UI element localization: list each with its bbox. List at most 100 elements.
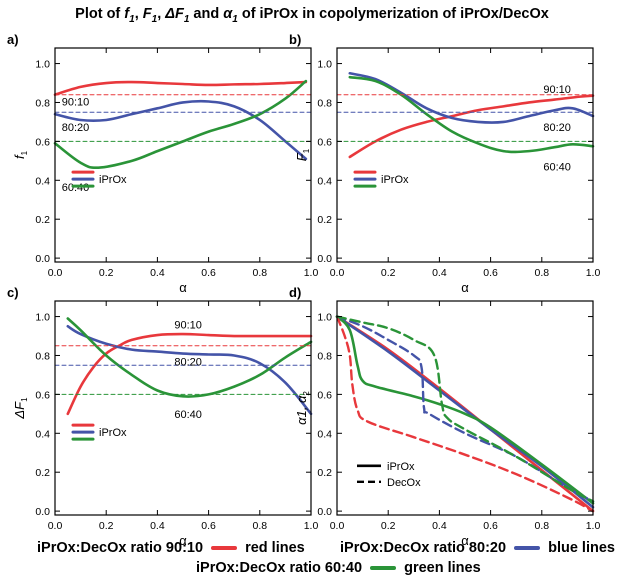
y-tick-label: 0.4 — [317, 175, 332, 187]
ratio-annotation: 90:10 — [174, 319, 202, 331]
x-axis-label: α — [179, 533, 187, 548]
ratio-annotation: 80:20 — [62, 122, 90, 134]
y-tick-label: 1.0 — [317, 312, 332, 324]
series-red-dashed-line — [335, 315, 595, 513]
x-tick-label: 0.0 — [48, 520, 63, 532]
title-suffix: of iPrOx in copolymerization of iPrOx/De… — [237, 6, 549, 22]
panel-4: 0.0 0.2 0.4 0.6 0.8 1.0 0.0 0.2 0.4 0.6 0.8 1.0 α α1,… — [289, 285, 600, 548]
y-axis-label: α1, α2 — [294, 391, 311, 425]
title-dF-sub: 1 — [183, 13, 190, 25]
series-red-solid-line — [66, 332, 313, 416]
plot-frame — [54, 47, 312, 263]
x-axis-label: α — [461, 280, 469, 295]
figure-title: Plot of f1, F1, ΔF1 and α1 of iPrOx in c… — [75, 6, 549, 25]
x-tick-label: 1.0 — [586, 520, 601, 532]
ratio-annotation: 60:40 — [174, 409, 202, 421]
x-tick-label: 0.6 — [201, 267, 216, 279]
ratio-annotation: 90:10 — [62, 97, 90, 109]
title-F: F — [142, 6, 152, 22]
legend-label: iPrOx — [381, 174, 409, 186]
legend-label: iPrOx — [99, 174, 127, 186]
x-tick-label: 1.0 — [304, 520, 319, 532]
panel-2: 0.0 0.2 0.4 0.6 0.8 1.0 0.0 0.2 0.4 0.6 0.8 1.0 α F1 b… — [289, 32, 600, 295]
y-tick-label: 0.4 — [317, 428, 332, 440]
y-axis-label: f1 — [12, 150, 29, 159]
x-tick-label: 0.8 — [252, 267, 267, 279]
x-tick-label: 0.6 — [483, 267, 498, 279]
title-prefix: Plot of — [75, 6, 125, 22]
plot-frame — [336, 47, 594, 263]
caption-green: iPrOx:DecOx ratio 60:40 green lines — [196, 560, 481, 576]
caption-green-suffix: green lines — [404, 560, 481, 576]
x-tick-label: 0.4 — [432, 520, 447, 532]
caption-blue-suffix: blue lines — [548, 540, 615, 556]
panel-label: a) — [7, 32, 19, 47]
series-red-solid-line — [348, 94, 595, 159]
panel-label: b) — [289, 32, 301, 47]
y-tick-label: 0.8 — [35, 350, 50, 362]
ratio-annotation: 60:40 — [62, 182, 90, 194]
caption-red-text: iPrOx:DecOx ratio 90:10 — [37, 540, 204, 556]
panel-1: 0.0 0.2 0.4 0.6 0.8 1.0 0.0 0.2 0.4 0.6 0.8 1.0 α f1 a… — [7, 32, 318, 295]
x-tick-label: 0.4 — [150, 520, 165, 532]
y-tick-label: 0.0 — [317, 506, 332, 518]
series-red-solid-line — [53, 80, 308, 96]
x-axis-label: α — [461, 533, 469, 548]
x-axis-label: α — [179, 280, 187, 295]
title-f: f — [124, 6, 130, 22]
ratio-annotation: 90:10 — [543, 84, 571, 96]
x-tick-label: 1.0 — [304, 267, 319, 279]
ratio-annotation: 80:20 — [174, 356, 202, 368]
series-blue-solid-line — [66, 324, 313, 416]
y-tick-label: 0.0 — [35, 253, 50, 265]
series-green-solid-line — [53, 79, 308, 170]
x-tick-label: 0.0 — [330, 267, 345, 279]
series-blue-solid-line — [335, 315, 595, 509]
series-green-solid-line — [66, 317, 313, 398]
legend-label: iPrOx — [99, 427, 127, 439]
series-green-solid-line — [335, 315, 595, 505]
x-tick-label: 1.0 — [586, 267, 601, 279]
y-tick-label: 1.0 — [35, 312, 50, 324]
caption-blue-line — [514, 546, 541, 551]
y-tick-label: 0.8 — [317, 97, 332, 109]
x-tick-label: 0.2 — [99, 267, 114, 279]
series-blue-solid-line — [348, 71, 595, 124]
panel-label: c) — [7, 285, 19, 300]
series-green-dashed-line — [335, 315, 595, 503]
y-tick-label: 0.6 — [35, 389, 50, 401]
caption-red-suffix: red lines — [245, 540, 305, 556]
plot-frame — [336, 300, 594, 516]
plot-frame — [54, 300, 312, 516]
x-tick-label: 0.2 — [381, 267, 396, 279]
y-tick-label: 0.2 — [317, 467, 332, 479]
panel-3: 0.0 0.2 0.4 0.6 0.8 1.0 0.0 0.2 0.4 0.6 0.8 1.0 α ΔF1… — [7, 285, 318, 548]
title-dF: ΔF — [165, 6, 184, 22]
x-tick-label: 0.0 — [330, 520, 345, 532]
y-tick-label: 0.4 — [35, 428, 50, 440]
y-tick-label: 0.6 — [317, 389, 332, 401]
caption-blue: iPrOx:DecOx ratio 80:20 blue lines — [340, 540, 615, 556]
x-tick-label: 0.4 — [432, 267, 447, 279]
y-tick-label: 0.6 — [317, 136, 332, 148]
y-axis-label: F1 — [294, 148, 311, 161]
title-and: and — [189, 6, 224, 22]
y-tick-label: 0.8 — [317, 350, 332, 362]
caption-green-line — [370, 566, 397, 571]
y-tick-label: 0.2 — [35, 214, 50, 226]
y-tick-label: 0.8 — [35, 97, 50, 109]
y-axis-label: ΔF1 — [12, 397, 29, 420]
y-tick-label: 0.4 — [35, 175, 50, 187]
series-blue-solid-line — [53, 99, 308, 161]
legend-solid-label: iPrOx — [387, 461, 415, 473]
x-tick-label: 0.4 — [150, 267, 165, 279]
y-tick-label: 0.0 — [35, 506, 50, 518]
x-tick-label: 0.0 — [48, 267, 63, 279]
title-alpha-sub: 1 — [232, 13, 238, 25]
x-tick-label: 0.2 — [99, 520, 114, 532]
y-tick-label: 0.2 — [317, 214, 332, 226]
x-tick-label: 0.6 — [201, 520, 216, 532]
caption-green-text: iPrOx:DecOx ratio 60:40 — [196, 560, 363, 576]
